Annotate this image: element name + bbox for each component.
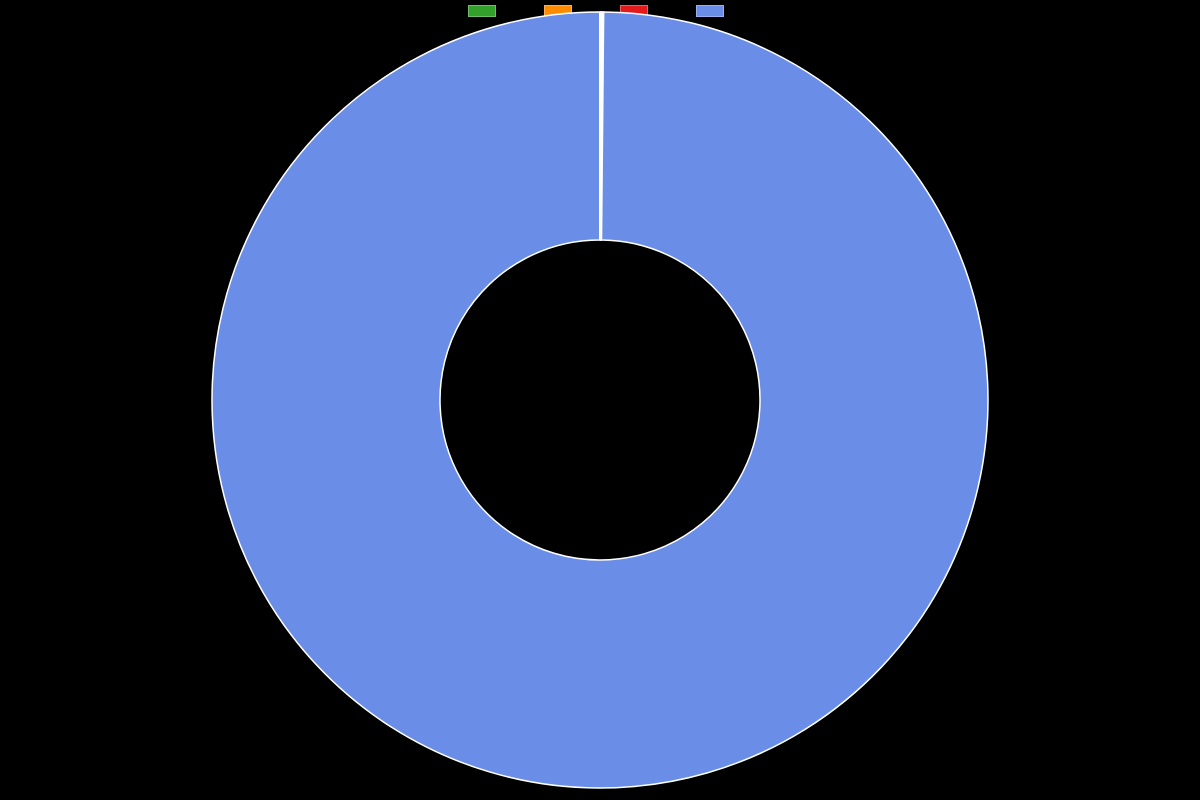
- donut-slices: [212, 12, 988, 788]
- donut-chart: [210, 10, 990, 790]
- donut-chart-svg: [210, 10, 990, 790]
